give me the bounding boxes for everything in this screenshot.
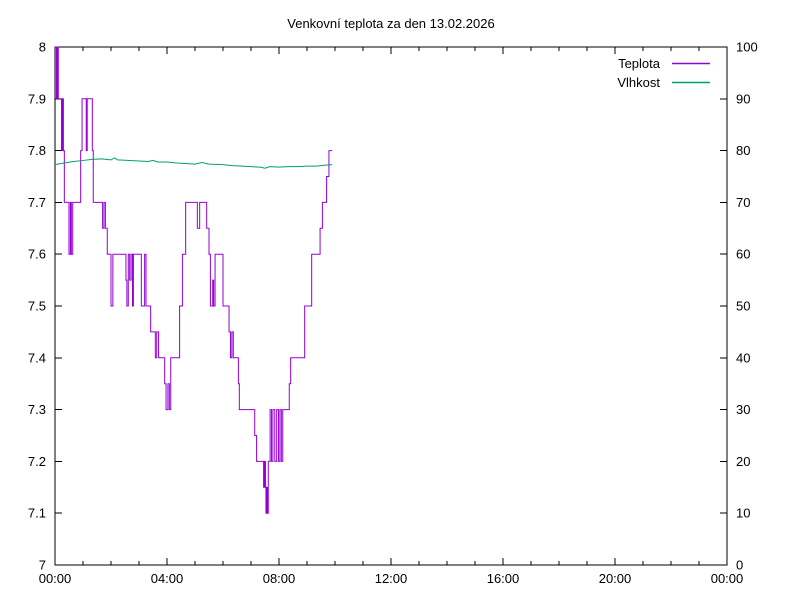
y-right-tick-label: 50 <box>736 299 750 314</box>
y-left-tick-label: 7.8 <box>28 143 46 158</box>
x-tick-label: 20:00 <box>599 571 632 586</box>
legend: Teplota Vlhkost <box>617 56 710 90</box>
y-left-tick-label: 7.4 <box>28 350 46 365</box>
y-left-tick-label: 7 <box>39 558 46 573</box>
y-left-tick-label: 7.1 <box>28 506 46 521</box>
x-tick-label: 08:00 <box>263 571 296 586</box>
axes: 77.17.27.37.47.57.67.77.87.9801020304050… <box>28 40 758 587</box>
y-right-tick-label: 80 <box>736 143 750 158</box>
y-right-tick-label: 30 <box>736 402 750 417</box>
y-right-tick-label: 90 <box>736 91 750 106</box>
x-tick-label: 12:00 <box>375 571 408 586</box>
legend-label-teplota: Teplota <box>618 56 661 71</box>
y-right-tick-label: 70 <box>736 195 750 210</box>
y-right-tick-label: 20 <box>736 454 750 469</box>
y-left-tick-label: 7.9 <box>28 91 46 106</box>
x-tick-label: 04:00 <box>151 571 184 586</box>
legend-label-vlhkost: Vlhkost <box>617 75 660 90</box>
x-tick-label: 00:00 <box>711 571 744 586</box>
x-tick-label: 16:00 <box>487 571 520 586</box>
y-left-tick-label: 7.2 <box>28 454 46 469</box>
y-right-tick-label: 10 <box>736 506 750 521</box>
data-series <box>54 46 333 514</box>
series-teplota <box>55 46 333 514</box>
y-left-tick-label: 7.6 <box>28 247 46 262</box>
y-right-tick-label: 100 <box>736 40 758 55</box>
plot-border <box>54 46 728 566</box>
y-left-tick-label: 7.7 <box>28 195 46 210</box>
y-left-tick-label: 7.3 <box>28 402 46 417</box>
y-left-tick-label: 7.5 <box>28 299 46 314</box>
series-vlhkost <box>54 157 333 169</box>
y-right-tick-label: 0 <box>736 558 743 573</box>
y-right-tick-label: 60 <box>736 247 750 262</box>
chart-title: Venkovní teplota za den 13.02.2026 <box>287 16 494 31</box>
y-right-tick-label: 40 <box>736 350 750 365</box>
y-left-tick-label: 8 <box>39 40 46 55</box>
x-tick-label: 00:00 <box>39 571 72 586</box>
